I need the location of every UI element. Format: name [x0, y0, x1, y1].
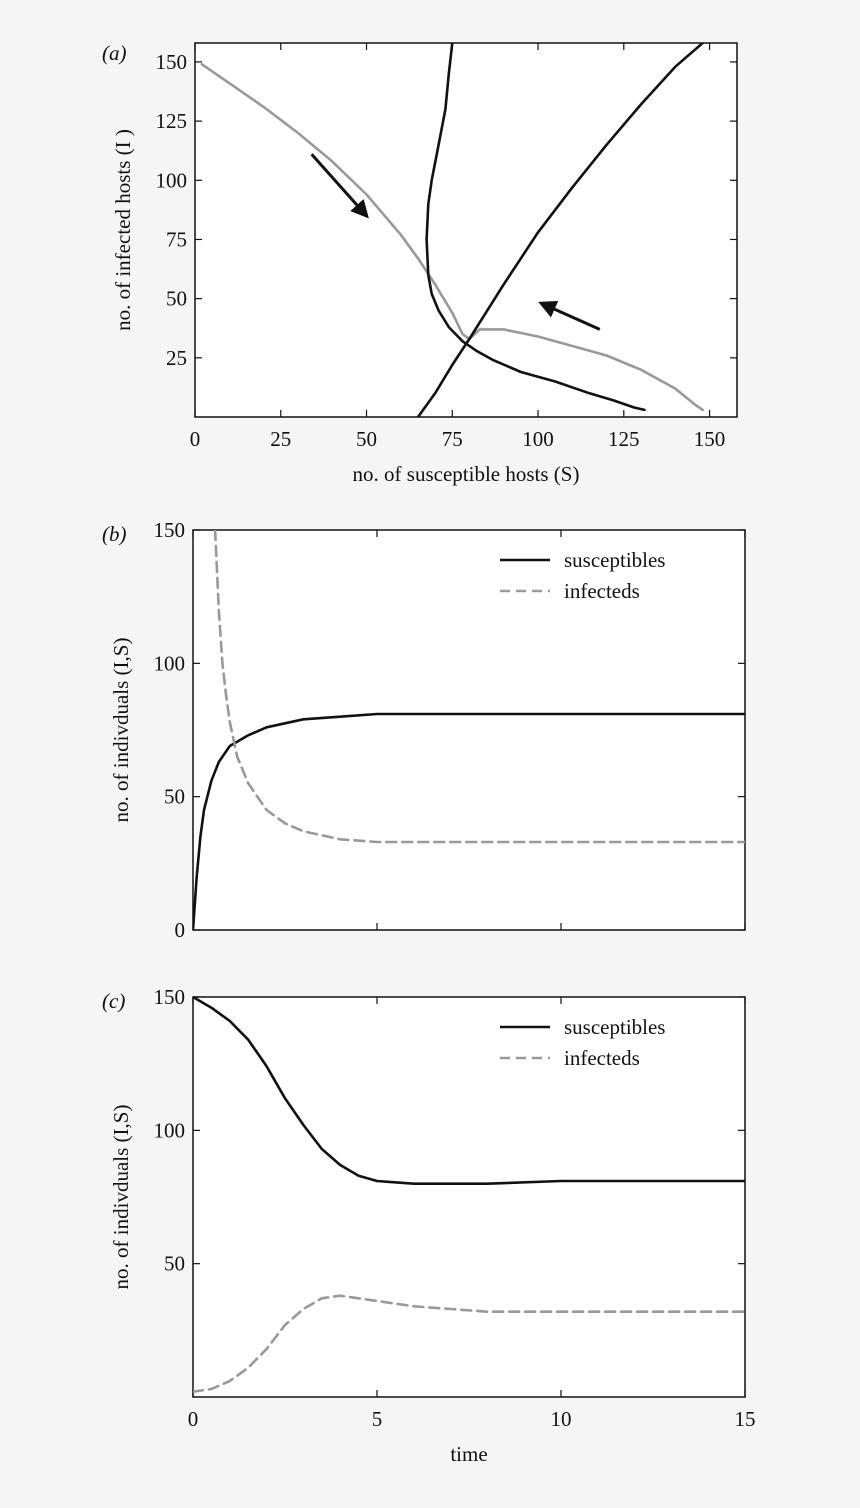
- x-tick-label: 5: [372, 1407, 383, 1431]
- x-tick-label: 50: [356, 427, 377, 451]
- x-axis-label: no. of susceptible hosts (S): [353, 462, 580, 486]
- series-line-curve-2: [425, 43, 646, 412]
- y-tick-label: 50: [164, 785, 185, 809]
- y-tick-label: 75: [166, 227, 187, 251]
- series-line-curve-1: [200, 63, 705, 412]
- direction-arrow: [538, 301, 601, 331]
- chart-panel-1: 0 25 50 75 100 125 150 25 50 75 100 125 150 no. of su…: [102, 41, 738, 486]
- direction-arrow: [310, 153, 369, 219]
- series-line-infecteds: [213, 530, 745, 844]
- series-line-infecteds: [193, 1294, 745, 1393]
- x-tick-label: 125: [608, 427, 640, 451]
- x-tick-label: 0: [188, 1407, 199, 1431]
- y-tick-label: 0: [175, 918, 186, 942]
- x-tick-label: 10: [551, 1407, 572, 1431]
- y-tick-label: 100: [154, 1118, 186, 1142]
- y-axis-label: no. of infected hosts (I ): [111, 129, 135, 331]
- legend: susceptibles infecteds: [500, 1015, 665, 1070]
- y-tick-label: 150: [156, 50, 188, 74]
- plot-frame: [192, 529, 746, 931]
- panel-label: (c): [102, 989, 125, 1013]
- y-tick-label: 25: [166, 346, 187, 370]
- y-axis-label: no. of indivduals (I,S): [109, 638, 133, 823]
- x-tick-label: 15: [735, 1407, 756, 1431]
- x-tick-label: 75: [442, 427, 463, 451]
- y-tick-label: 100: [156, 168, 188, 192]
- y-tick-label: 50: [166, 287, 187, 311]
- x-tick-label: 25: [270, 427, 291, 451]
- series-line-susceptibles: [193, 712, 745, 930]
- y-axis-label: no. of indivduals (I,S): [109, 1105, 133, 1290]
- y-tick-label: 150: [154, 985, 186, 1009]
- x-axis-label: time: [450, 1442, 487, 1466]
- legend-label: infecteds: [564, 1046, 640, 1070]
- panel-label: (b): [102, 522, 127, 546]
- x-tick-label: 150: [694, 427, 726, 451]
- legend-label: susceptibles: [564, 548, 665, 572]
- y-tick-label: 50: [164, 1252, 185, 1276]
- y-tick-label: 150: [154, 518, 186, 542]
- legend: susceptibles infecteds: [500, 548, 665, 603]
- x-tick-label: 0: [190, 427, 201, 451]
- panel-label: (a): [102, 41, 127, 65]
- y-tick-label: 125: [156, 109, 188, 133]
- legend-label: susceptibles: [564, 1015, 665, 1039]
- chart-panel-2: 0 50 100 150 no. of indivduals (I,S) (b) susce…: [102, 518, 746, 942]
- series-line-susceptibles: [193, 997, 745, 1185]
- y-tick-label: 100: [154, 651, 186, 675]
- x-tick-label: 100: [522, 427, 554, 451]
- plot-frame: [194, 42, 738, 418]
- series-line-curve-3: [416, 43, 705, 417]
- chart-panel-3: 0 5 10 15 50 100 150 time no. of indivduals (I,S…: [102, 985, 756, 1466]
- plot-frame: [192, 996, 746, 1398]
- legend-label: infecteds: [564, 579, 640, 603]
